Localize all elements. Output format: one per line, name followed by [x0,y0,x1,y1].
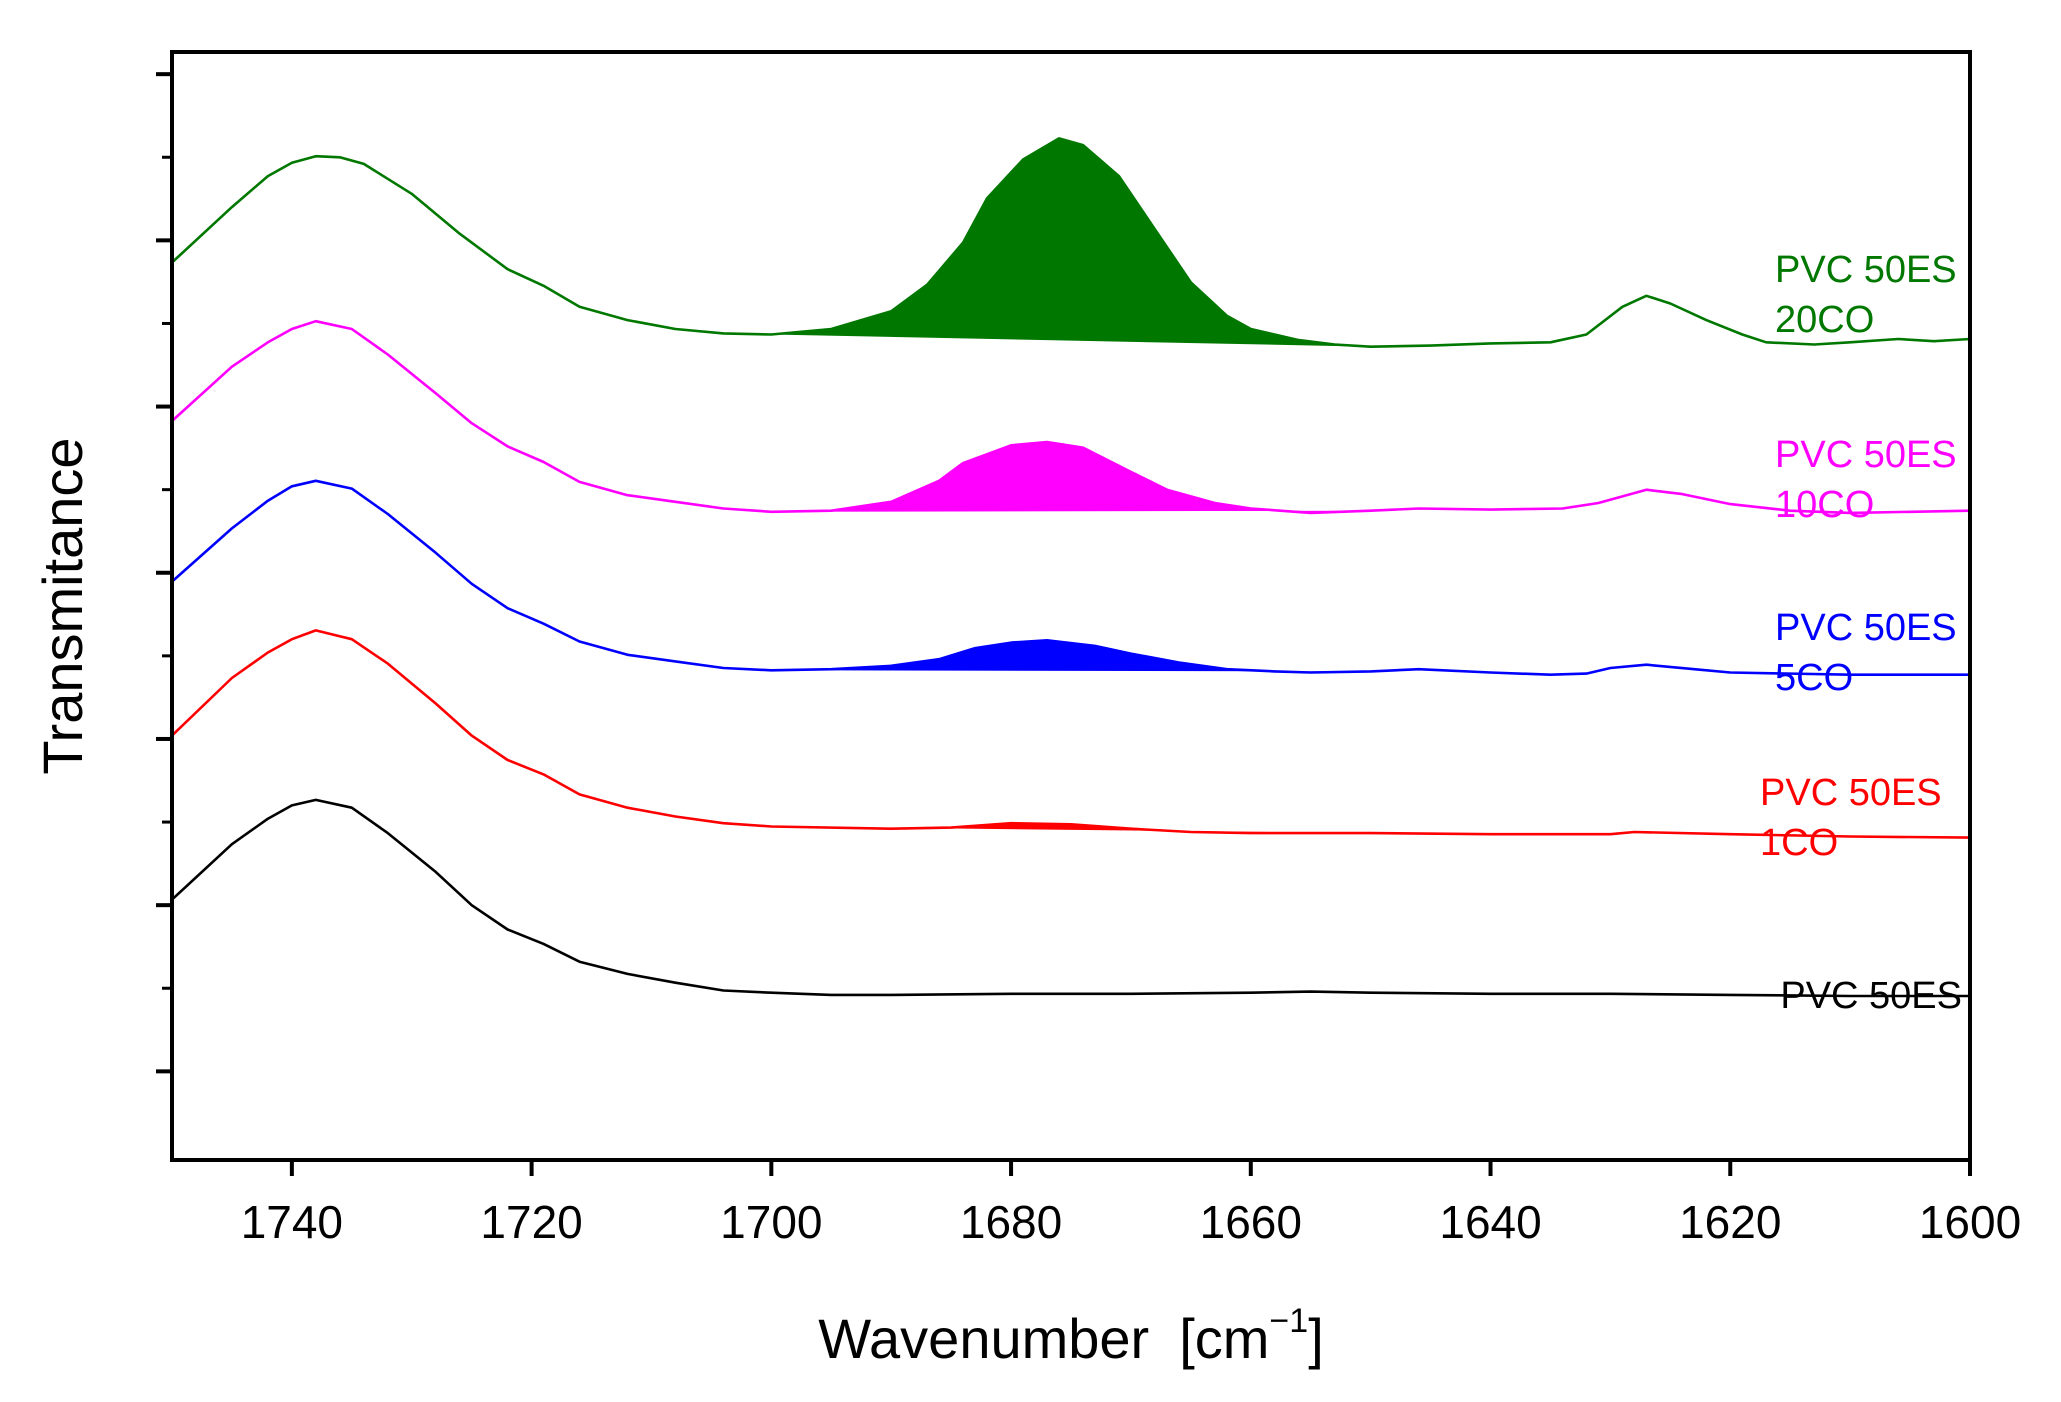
series-line-0 [171,798,1970,998]
x-tick-label: 1680 [960,1196,1062,1248]
series-fill-1 [771,823,1371,834]
series-label-4: 20CO [1775,299,1874,341]
series-label-0: PVC 50ES [1780,975,1962,1017]
x-tick-label: 1700 [720,1196,822,1248]
x-axis-unit: [cm [1179,1307,1269,1370]
x-tick-label: 1640 [1439,1196,1541,1248]
x-axis-title-main: Wavenumber [818,1307,1149,1370]
series-label-2: PVC 50ES [1775,607,1957,649]
plot-frame [170,50,1972,1162]
series-fill-2 [771,640,1371,673]
series-label-1: 1CO [1760,822,1838,864]
x-axis-title: Wavenumber [cm−1] [818,1302,1324,1370]
series-line-3 [171,319,1971,515]
series-label-4: PVC 50ES [1775,249,1957,291]
series-label-3: 10CO [1775,484,1874,526]
x-tick-label: 1620 [1679,1196,1781,1248]
x-axis-unit-exponent: −1 [1269,1302,1308,1340]
series-label-2: 5CO [1775,657,1853,699]
series-line-1 [171,629,1971,839]
x-tick-label: 1720 [480,1196,582,1248]
axis-layer: 1740 1720 1700 1680 1660 1640 1620 1600 [156,72,2021,1248]
series-label-1: PVC 50ES [1760,772,1942,814]
x-tick-label: 1740 [241,1196,343,1248]
series-fill-3 [771,442,1371,513]
series-label-3: PVC 50ES [1775,434,1957,476]
x-tick-label: 1600 [1919,1196,2021,1248]
series-fill-4 [771,138,1371,347]
x-tick-label: 1660 [1200,1196,1302,1248]
x-axis-unit-close: ] [1308,1307,1324,1370]
y-axis-title: Transmitance [31,437,94,774]
label-layer: PVC 50ES PVC 50ES 1CO PVC 50ES 5CO PVC 50ES 10… [1760,249,1962,1017]
series-layer [171,137,1971,998]
series-line-4 [171,137,1971,348]
series-line-2 [171,479,1970,676]
